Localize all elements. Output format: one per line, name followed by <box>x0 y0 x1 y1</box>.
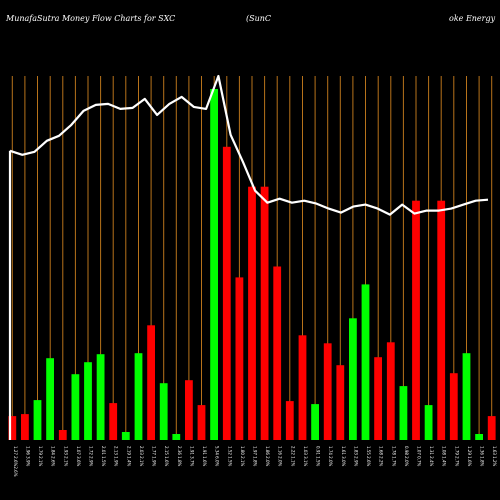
x-tick-label: 2.01 1.5% <box>101 446 106 467</box>
x-tick-label: 2.22 1.1% <box>290 446 295 467</box>
bar-mark <box>185 380 193 440</box>
chart-title-mid: (SunC <box>246 14 271 23</box>
x-tick-label: 1.83 2.9% <box>353 446 358 467</box>
x-tick-label: 1.16 2.0% <box>278 446 283 467</box>
bar-mark <box>462 353 471 440</box>
x-tick-label: 1.08 1.4% <box>442 446 447 467</box>
x-tick-label: 1.96 3.9% <box>25 446 30 467</box>
chart-title-right: oke Energy <box>449 14 496 23</box>
x-tick-label: 1.31 2.4% <box>429 446 434 467</box>
x-tick-label: 1.07 3.6% <box>76 446 81 467</box>
x-tick-label: 2.36 1.8% <box>177 446 182 467</box>
x-tick-label: 1.52 1.5% <box>227 446 232 467</box>
bar-mark <box>172 434 181 440</box>
bar-mark <box>222 146 231 441</box>
bar-mark <box>475 434 483 440</box>
x-tick-label: 1.91 3.7% <box>189 446 194 467</box>
bar-mark <box>374 357 382 440</box>
line-path <box>9 74 489 216</box>
x-tick-label: 5.34 6.0% <box>215 446 220 467</box>
chart-title-left: MunafaSutra Money Flow Charts for SXC <box>5 14 175 23</box>
bar-mark <box>248 186 256 440</box>
x-tick-label: 1.55 2.6% <box>366 446 371 467</box>
x-tick-label: 1.61 3.0% <box>341 446 346 467</box>
x-tick-label: 1.79 2.7% <box>454 446 459 467</box>
bar-mark <box>33 400 42 440</box>
bar-mark <box>84 362 92 440</box>
x-tick-label: 1.72 2.9% <box>89 446 94 467</box>
bar-mark <box>487 416 496 440</box>
bar-mark <box>58 430 67 440</box>
x-tick-label: 1.84 2.6% <box>51 446 56 467</box>
x-tick-label: 2.19 1.4% <box>126 446 131 467</box>
bar-mark <box>147 325 155 440</box>
x-tick-label: 1.29 1.6% <box>467 446 472 467</box>
bar-mark <box>235 277 244 440</box>
x-tick-label: 1.07 0.7% <box>417 446 422 467</box>
bar-mark <box>323 343 332 440</box>
bar-mark <box>424 405 433 440</box>
x-tick-label: 1.74 2.0% <box>328 446 333 467</box>
x-tick-label: 1.86 2.0% <box>265 446 270 467</box>
bar-mark <box>121 432 130 440</box>
bar-mark <box>159 383 168 440</box>
x-tick-label: 1.93 2.1% <box>63 446 68 467</box>
bar-mark <box>134 353 143 440</box>
x-tick-label: 1.03 3.1% <box>303 446 308 467</box>
bar-mark <box>361 284 370 440</box>
bar-mark <box>46 358 54 440</box>
bar-mark <box>260 186 269 440</box>
bar-mark <box>71 374 80 440</box>
x-tick-label: 2.13 1.9% <box>114 446 119 467</box>
bar-mark <box>273 266 282 440</box>
bar-mark <box>285 401 294 440</box>
bar-mark <box>449 373 458 440</box>
x-tick-label: 1.63 1.2% <box>492 446 497 467</box>
bar-mark <box>96 354 105 440</box>
x-tick-label: 1.80 2.1% <box>240 446 245 467</box>
x-tick-label: 1.78 1.7% <box>391 446 396 467</box>
x-tick-label: 1.97 1.8% <box>253 446 258 467</box>
x-tick-label: 2.03 2.1% <box>139 446 144 467</box>
bar-mark <box>386 342 395 440</box>
bar-mark <box>311 404 319 440</box>
bar-mark <box>197 405 206 440</box>
x-tick-label: 1.68 2.2% <box>379 446 384 467</box>
bar-mark <box>349 318 357 440</box>
x-tick-label: 0.91 1.5% <box>316 446 321 467</box>
bar-mark <box>336 365 345 440</box>
bar-mark <box>437 200 446 440</box>
x-tick-label: 1.91 1.6% <box>202 446 207 467</box>
bar-mark <box>412 200 420 440</box>
bar-mark <box>298 335 307 440</box>
x-tick-label: 1.77 1.9% <box>152 446 157 467</box>
bar-mark <box>109 403 118 440</box>
x-tick-label: 1.36 1.8% <box>480 446 485 467</box>
bar-mark <box>21 414 29 440</box>
bar-mark <box>210 89 218 440</box>
x-tick-label: 1.27 2.6%2.6% <box>13 446 18 477</box>
line-series <box>8 74 489 440</box>
bar-mark <box>8 416 17 440</box>
x-tick-labels: 1.27 2.6%2.6% 1.96 3.9% 1.79 2.1% 1.84 2.6%… <box>13 446 497 477</box>
x-tick-label: 0.98 2.0% <box>404 446 409 467</box>
x-tick-label: 2.15 1.6% <box>164 446 169 467</box>
bar-mark <box>399 386 408 440</box>
bar-series <box>8 89 496 441</box>
x-tick-label: 1.79 2.1% <box>38 446 43 467</box>
